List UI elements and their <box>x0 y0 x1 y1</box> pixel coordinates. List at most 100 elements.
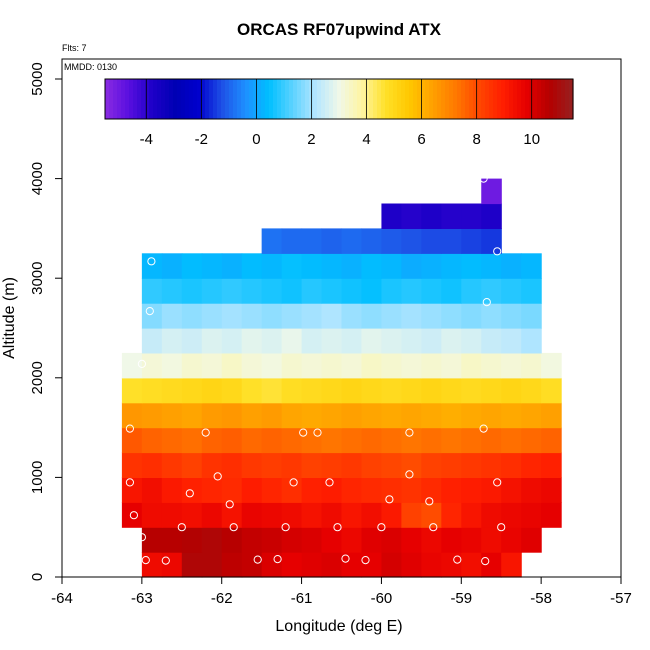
heatmap-cell <box>281 402 303 429</box>
colorbar-swatch <box>281 79 286 119</box>
heatmap-cell <box>401 203 422 229</box>
heatmap-cell <box>201 477 223 503</box>
y-tick-label: 3000 <box>29 262 46 295</box>
heatmap-cell <box>461 203 482 229</box>
heatmap-cell <box>141 328 163 354</box>
x-axis-label: Longitude (deg E) <box>275 618 402 635</box>
colorbar-swatch <box>441 79 446 119</box>
heatmap-cell <box>441 203 462 229</box>
sample-point <box>225 500 234 509</box>
colorbar-swatch <box>149 79 154 119</box>
heatmap-cell <box>521 303 542 329</box>
heatmap-cell <box>301 278 323 304</box>
heatmap-cell <box>201 303 223 329</box>
heatmap-cell <box>421 377 442 404</box>
sample-point <box>281 523 290 532</box>
colorbar-swatch <box>249 79 254 119</box>
colorbar-swatch <box>353 79 358 119</box>
heatmap-cell <box>321 427 343 454</box>
colorbar-swatch <box>153 79 158 119</box>
colorbar-swatch <box>197 79 202 119</box>
heatmap-cell <box>541 402 562 429</box>
heatmap-cell <box>261 402 283 429</box>
colorbar-swatch <box>517 79 522 119</box>
heatmap-cell <box>381 203 402 229</box>
heatmap-cell <box>401 552 422 578</box>
heatmap-cell <box>361 502 383 528</box>
x-tick-label: -61 <box>291 590 313 607</box>
sample-point <box>289 478 298 487</box>
colorbar-swatch <box>365 79 370 119</box>
heatmap-cell <box>201 328 223 354</box>
colorbar-swatch <box>557 79 562 119</box>
heatmap-cell <box>361 552 383 578</box>
colorbar-swatch <box>381 79 386 119</box>
heatmap-cell <box>501 278 522 304</box>
heatmap-cell <box>221 377 243 404</box>
colorbar-swatch <box>485 79 490 119</box>
heatmap-cell <box>201 352 223 379</box>
colorbar-swatch <box>185 79 190 119</box>
heatmap-cell <box>121 452 143 478</box>
heatmap-cell <box>521 377 542 404</box>
heatmap-cell <box>241 427 263 454</box>
colorbar-swatch <box>389 79 394 119</box>
y-tick-label: 5000 <box>29 62 46 95</box>
heatmap-cell <box>261 303 283 329</box>
colorbar-swatch <box>173 79 178 119</box>
sample-point <box>161 556 170 565</box>
heatmap-cell <box>221 402 243 429</box>
colorbar-swatch <box>305 79 310 119</box>
heatmap-cell <box>481 502 502 528</box>
colorbar-swatch <box>241 79 246 119</box>
colorbar-swatch <box>465 79 470 119</box>
heatmap-cell <box>481 328 502 354</box>
heatmap-cell <box>181 352 203 379</box>
colorbar-swatch <box>265 79 270 119</box>
colorbar-swatch <box>313 79 318 119</box>
heatmap-cell <box>381 477 402 503</box>
colorbar-swatch <box>565 79 570 119</box>
heatmap-cell <box>281 253 303 279</box>
heatmap-cell <box>441 402 462 429</box>
heatmap-cell <box>481 452 502 478</box>
heatmap-cell <box>141 253 163 279</box>
heatmap-cell <box>241 552 263 578</box>
colorbar-tick-label: 8 <box>472 131 480 148</box>
sample-point <box>299 428 308 437</box>
heatmap-cell <box>241 477 263 503</box>
heatmap-cell <box>141 303 163 329</box>
heatmap-cell <box>341 303 363 329</box>
heatmap-cell <box>281 377 303 404</box>
heatmap-cell <box>241 328 263 354</box>
heatmap-cell <box>301 552 323 578</box>
heatmap-cell <box>301 502 323 528</box>
heatmap-cell <box>141 427 163 454</box>
heatmap-cell <box>421 303 442 329</box>
colorbar-swatch <box>217 79 222 119</box>
colorbar-swatch <box>201 79 206 119</box>
heatmap-cell <box>461 228 482 254</box>
heatmap-cell <box>541 452 562 478</box>
heatmap-cell <box>181 328 203 354</box>
sample-point <box>481 557 490 566</box>
heatmap-cell <box>141 452 163 478</box>
heatmap-cell <box>301 328 323 354</box>
heatmap-cell <box>161 502 183 528</box>
heatmap-cell <box>501 377 522 404</box>
heatmap-cell <box>441 278 462 304</box>
heatmap-cell <box>401 278 422 304</box>
sample-point <box>479 174 488 183</box>
heatmap-cell <box>521 502 542 528</box>
heatmap-cell <box>461 328 482 354</box>
heatmap-cell <box>301 477 323 503</box>
heatmap-cell <box>521 328 542 354</box>
colorbar-swatch <box>145 79 150 119</box>
sample-point <box>129 511 138 520</box>
heatmap-cell <box>361 228 383 254</box>
colorbar-swatch <box>561 79 566 119</box>
sample-point <box>405 470 414 479</box>
sample-point <box>453 555 462 564</box>
heatmap-cell <box>501 253 522 279</box>
